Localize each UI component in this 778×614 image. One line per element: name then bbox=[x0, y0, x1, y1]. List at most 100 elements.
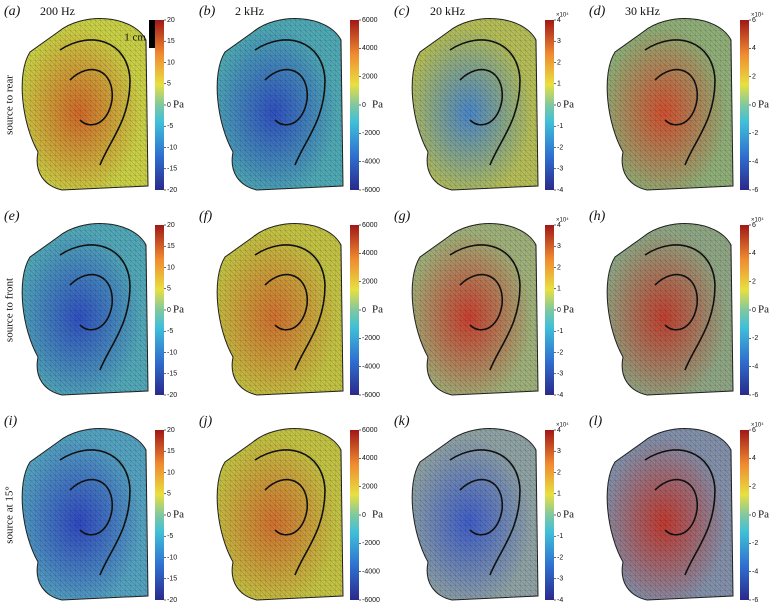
mesh-texture bbox=[22, 428, 148, 600]
colorbar-unit: Pa bbox=[372, 509, 383, 521]
colorbar-unit: Pa bbox=[372, 304, 383, 316]
colorbar-tick-label: 3 bbox=[557, 448, 561, 455]
panel-label: (f) bbox=[199, 209, 213, 224]
mesh-texture bbox=[217, 18, 343, 191]
colorbar-tick-label: 2 bbox=[752, 74, 756, 81]
colorbar-tick-label: -4000 bbox=[362, 159, 380, 166]
colorbar-unit: Pa bbox=[758, 304, 769, 316]
colorbar-tick-label: -2000 bbox=[362, 540, 380, 547]
colorbar-tick-label: 5 bbox=[167, 491, 171, 498]
colorbar-tick-label: -20 bbox=[167, 187, 177, 194]
ear-fold bbox=[59, 39, 131, 166]
colorbar-tick-label: -2 bbox=[557, 554, 563, 561]
colorbar-unit: Pa bbox=[372, 99, 383, 111]
colorbar-tick-label: 5 bbox=[167, 286, 171, 293]
panel-label: (c) bbox=[394, 4, 410, 19]
colorbar-tick-label: -4 bbox=[557, 392, 563, 399]
colorbar-tick-label: 0 bbox=[167, 102, 171, 109]
colorbar-tick-label: -15 bbox=[167, 371, 177, 378]
row-label: source to rear bbox=[4, 75, 16, 135]
colorbar-unit: Pa bbox=[758, 99, 769, 111]
colorbar-tick-label: 6000 bbox=[362, 222, 378, 229]
mesh-texture bbox=[217, 223, 343, 395]
column-header: 20 kHz bbox=[430, 4, 465, 18]
colorbar-tick-label: -15 bbox=[167, 166, 177, 173]
colorbar-tick-label: -4000 bbox=[362, 364, 380, 371]
ear-panel bbox=[411, 18, 539, 191]
ear-panel bbox=[411, 428, 539, 601]
colorbar-tick-label: 10 bbox=[167, 59, 175, 66]
panel-label: (e) bbox=[4, 209, 20, 224]
ear-fold bbox=[254, 39, 326, 166]
colorbar-tick-label: 4000 bbox=[362, 250, 378, 257]
colorbar-tick-label: -4 bbox=[557, 187, 563, 194]
colorbar-unit: Pa bbox=[563, 99, 574, 111]
colorbar-multiplier: ×10⁴ bbox=[556, 217, 569, 224]
colorbar-tick-label: 1 bbox=[557, 491, 561, 498]
colorbar-tick-label: 2 bbox=[557, 469, 561, 476]
ear-fold bbox=[449, 39, 521, 166]
colorbar-tick-label: 20 bbox=[167, 222, 175, 229]
colorbar-unit: Pa bbox=[563, 304, 574, 316]
panel-label: (j) bbox=[199, 414, 213, 429]
colorbar-tick-label: -6000 bbox=[362, 187, 380, 194]
colorbar-tick-label: 4 bbox=[557, 17, 561, 24]
colorbar-tick-label: 4 bbox=[557, 222, 561, 229]
colorbar-tick-label: -2 bbox=[752, 540, 758, 547]
colorbar-tick-label: -4 bbox=[557, 597, 563, 604]
colorbar-unit: Pa bbox=[173, 509, 184, 521]
panel-label: (a) bbox=[4, 4, 21, 19]
mesh-texture bbox=[22, 18, 148, 191]
ear-fold bbox=[254, 449, 326, 576]
panel-label: (h) bbox=[589, 209, 606, 224]
colorbar-tick-label: 3 bbox=[557, 38, 561, 45]
colorbar-unit: Pa bbox=[173, 304, 184, 316]
colorbar-tick-label: 5 bbox=[167, 81, 171, 88]
colorbar-tick-label: -2 bbox=[752, 335, 758, 342]
row-label: source to front bbox=[4, 278, 16, 342]
colorbar-tick-label: -10 bbox=[167, 349, 177, 356]
mesh-texture bbox=[412, 428, 538, 600]
colorbar-tick-label: 6 bbox=[752, 17, 756, 24]
colorbar bbox=[350, 430, 359, 600]
panel-label: (l) bbox=[589, 414, 603, 429]
colorbar-tick-label: -6000 bbox=[362, 392, 380, 399]
colorbar-tick-label: 2000 bbox=[362, 74, 378, 81]
colorbar-tick-label: -15 bbox=[167, 576, 177, 583]
colorbar bbox=[155, 20, 164, 190]
ear-panel bbox=[216, 18, 344, 191]
colorbar-unit: Pa bbox=[758, 509, 769, 521]
ear-panel bbox=[216, 428, 344, 601]
colorbar-tick-label: 0 bbox=[362, 102, 366, 109]
ear-panel bbox=[606, 223, 734, 396]
colorbar bbox=[740, 20, 749, 190]
colorbar bbox=[155, 430, 164, 600]
ear-fold bbox=[254, 244, 326, 371]
ear-fold bbox=[644, 244, 716, 371]
colorbar-tick-label: -6000 bbox=[362, 597, 380, 604]
ear-panel bbox=[21, 18, 149, 191]
colorbar-tick-label: -5 bbox=[167, 533, 173, 540]
colorbar-tick-label: 1 bbox=[557, 81, 561, 88]
colorbar-tick-label: -5 bbox=[167, 123, 173, 130]
colorbar-tick-label: 20 bbox=[167, 17, 175, 24]
colorbar-tick-label: 0 bbox=[752, 512, 756, 519]
colorbar-unit: Pa bbox=[563, 509, 574, 521]
colorbar-tick-label: 0 bbox=[362, 512, 366, 519]
colorbar bbox=[350, 225, 359, 395]
ear-fold bbox=[59, 244, 131, 371]
colorbar-multiplier: ×10⁴ bbox=[751, 217, 764, 224]
colorbar-tick-label: 6 bbox=[752, 427, 756, 434]
panel-label: (b) bbox=[199, 4, 216, 19]
colorbar-tick-label: -4 bbox=[752, 364, 758, 371]
colorbar-tick-label: 0 bbox=[167, 307, 171, 314]
panel-label: (g) bbox=[394, 209, 411, 224]
colorbar-tick-label: -3 bbox=[557, 166, 563, 173]
colorbar bbox=[155, 225, 164, 395]
ear-panel bbox=[411, 223, 539, 396]
ear-panel bbox=[606, 428, 734, 601]
ear-panel bbox=[606, 18, 734, 191]
colorbar-tick-label: -4000 bbox=[362, 569, 380, 576]
colorbar-tick-label: 15 bbox=[167, 38, 175, 45]
